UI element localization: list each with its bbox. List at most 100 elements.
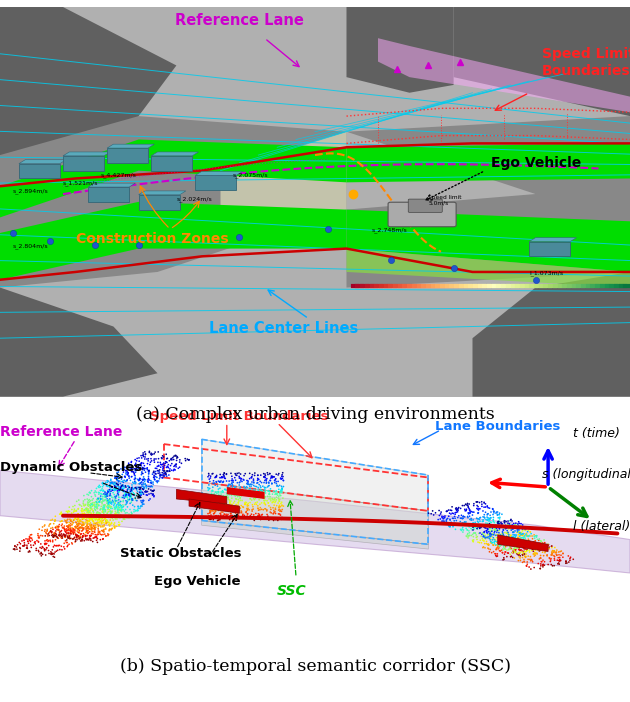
Point bbox=[120, 487, 130, 498]
Point bbox=[467, 506, 478, 517]
Point bbox=[141, 489, 151, 501]
Point bbox=[486, 547, 496, 558]
Point bbox=[74, 494, 84, 505]
Point bbox=[154, 461, 164, 472]
Point bbox=[92, 499, 102, 510]
Point bbox=[243, 498, 253, 509]
Point bbox=[226, 508, 236, 519]
Point bbox=[56, 531, 66, 543]
Point bbox=[537, 542, 547, 553]
Point bbox=[42, 534, 52, 545]
Point bbox=[89, 517, 99, 529]
Point bbox=[271, 485, 281, 496]
Point bbox=[149, 467, 159, 478]
Point bbox=[214, 505, 224, 516]
Point bbox=[490, 524, 500, 535]
Point bbox=[253, 475, 263, 486]
Point bbox=[450, 512, 460, 524]
Point bbox=[77, 525, 87, 536]
Point bbox=[205, 495, 215, 506]
Point bbox=[530, 533, 540, 544]
Point bbox=[527, 544, 537, 555]
Point bbox=[33, 528, 43, 539]
Point bbox=[131, 465, 141, 476]
Point bbox=[524, 530, 534, 541]
Point bbox=[82, 506, 92, 517]
Point bbox=[89, 520, 99, 531]
Polygon shape bbox=[107, 144, 154, 148]
Point bbox=[247, 487, 257, 498]
Point bbox=[67, 519, 77, 531]
Point bbox=[530, 537, 540, 548]
Point bbox=[536, 560, 546, 571]
Point bbox=[103, 501, 113, 512]
FancyBboxPatch shape bbox=[139, 195, 180, 210]
Point bbox=[229, 486, 239, 497]
Point bbox=[114, 501, 124, 512]
Point bbox=[74, 518, 84, 529]
Point bbox=[483, 531, 493, 543]
Point bbox=[210, 505, 220, 517]
Point bbox=[161, 456, 171, 468]
Point bbox=[77, 503, 88, 515]
Point bbox=[104, 504, 114, 515]
Point bbox=[93, 481, 103, 492]
Point bbox=[484, 521, 495, 532]
Point bbox=[228, 475, 238, 486]
Point bbox=[50, 515, 60, 526]
Point bbox=[246, 511, 256, 522]
Point bbox=[450, 503, 461, 515]
Point bbox=[504, 529, 514, 541]
Point bbox=[75, 522, 85, 533]
Point bbox=[105, 494, 115, 505]
Point bbox=[123, 489, 134, 500]
Point bbox=[61, 537, 71, 548]
Point bbox=[79, 508, 89, 519]
Point bbox=[465, 507, 475, 518]
Point bbox=[116, 503, 126, 515]
Point bbox=[57, 533, 67, 544]
Point bbox=[172, 451, 182, 462]
Point bbox=[125, 475, 135, 486]
Point bbox=[70, 512, 80, 524]
Point bbox=[216, 506, 226, 517]
Point bbox=[79, 517, 89, 529]
Point bbox=[515, 529, 525, 541]
Point bbox=[544, 543, 554, 554]
Point bbox=[277, 484, 287, 496]
Point bbox=[105, 484, 115, 495]
Point bbox=[60, 526, 70, 537]
Point bbox=[129, 483, 139, 494]
Point bbox=[127, 463, 137, 475]
Point bbox=[81, 531, 91, 542]
Point bbox=[135, 483, 146, 494]
Point bbox=[99, 519, 109, 531]
Point bbox=[483, 543, 493, 554]
Point bbox=[116, 496, 126, 507]
Point bbox=[495, 529, 505, 540]
Point bbox=[254, 479, 264, 490]
Point bbox=[96, 488, 106, 499]
Point bbox=[127, 493, 137, 504]
Point bbox=[223, 509, 233, 520]
Point bbox=[241, 483, 251, 494]
Point bbox=[222, 504, 232, 515]
Point bbox=[72, 519, 83, 530]
Point bbox=[234, 510, 244, 521]
Point bbox=[277, 473, 287, 484]
Point bbox=[541, 545, 551, 556]
Point bbox=[540, 537, 550, 548]
Point bbox=[471, 527, 481, 538]
Point bbox=[110, 494, 120, 505]
Point bbox=[122, 490, 132, 501]
Point bbox=[147, 477, 157, 488]
Point bbox=[227, 473, 237, 484]
Point bbox=[509, 544, 519, 555]
Point bbox=[529, 529, 539, 541]
Point bbox=[240, 498, 250, 510]
Point bbox=[484, 529, 494, 540]
Point bbox=[75, 532, 85, 543]
Point bbox=[49, 527, 59, 538]
Point bbox=[471, 496, 481, 508]
Point bbox=[144, 484, 154, 495]
